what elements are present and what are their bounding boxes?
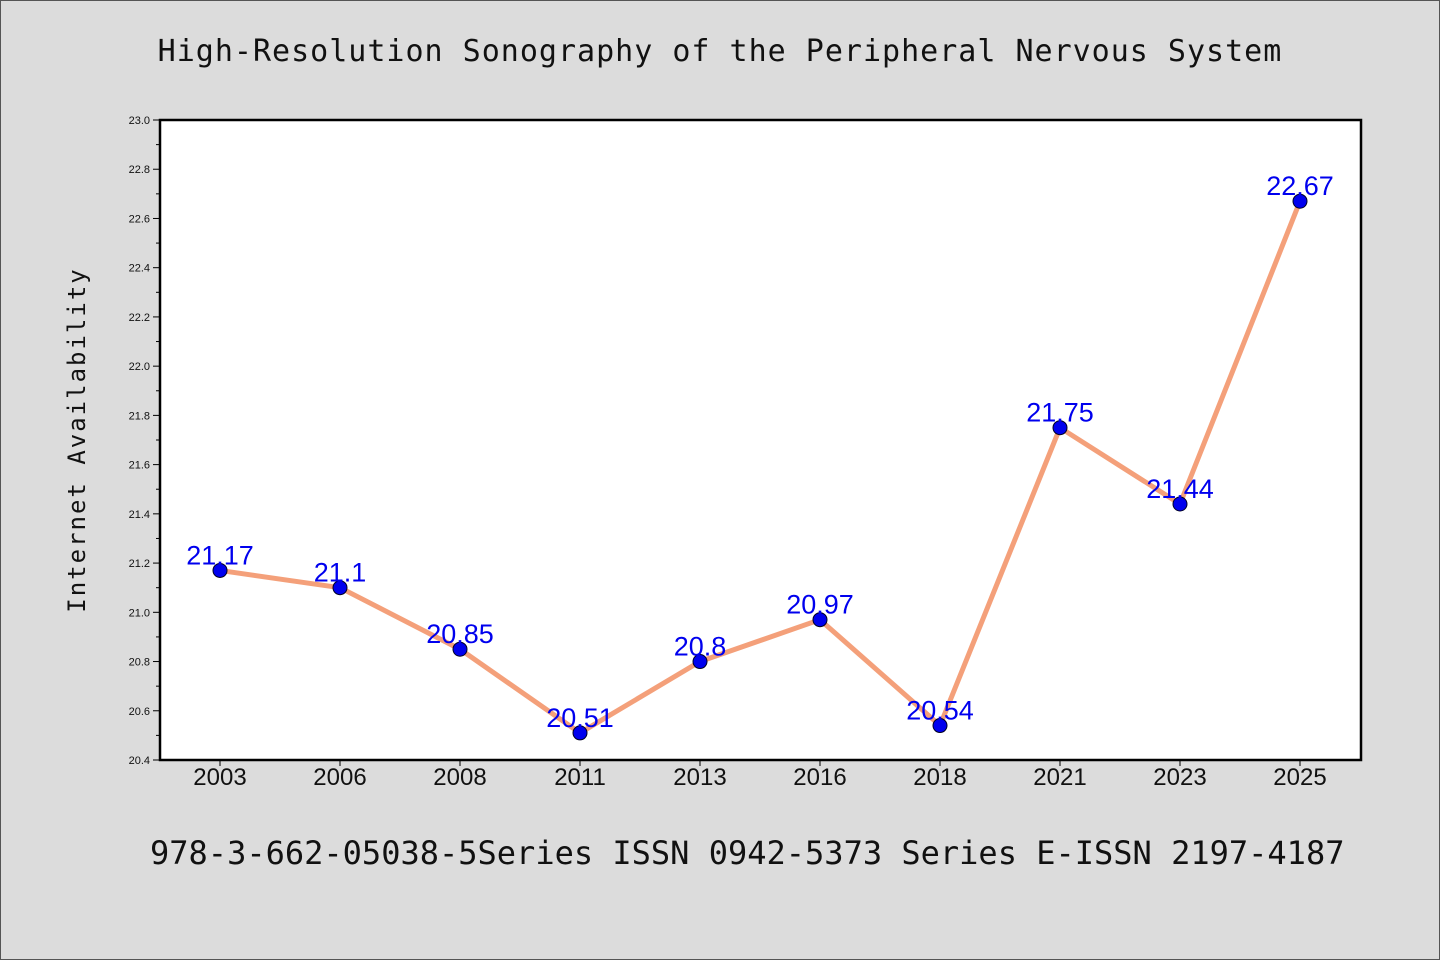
y-tick-label: 21.4 [129, 509, 150, 521]
data-label: 21.1 [314, 558, 367, 588]
data-point [1172, 496, 1188, 512]
y-tick-label: 22.8 [129, 164, 150, 176]
x-tick-label: 2006 [313, 764, 366, 791]
y-tick-label: 22.6 [129, 213, 150, 225]
y-tick-label: 21.8 [129, 410, 150, 422]
x-tick-label: 2018 [913, 764, 966, 791]
y-tick-label: 20.4 [129, 755, 150, 767]
data-point [452, 641, 468, 657]
x-tick-label: 2011 [554, 764, 606, 791]
data-label: 22.67 [1266, 171, 1334, 201]
y-tick-label: 20.8 [129, 657, 150, 669]
x-tick-label: 2013 [673, 764, 726, 791]
series-line [217, 198, 1303, 736]
footer-isbn-text: 978-3-662-05038-5Series ISSN 0942-5373 S… [150, 834, 1345, 872]
chart-title: High-Resolution Sonography of the Periph… [157, 34, 1283, 69]
y-tick-label: 20.6 [129, 706, 150, 718]
data-label: 20.85 [426, 619, 494, 649]
data-label: 20.54 [906, 696, 974, 726]
y-tick-label: 22.4 [129, 263, 150, 275]
y-tick-label: 21.6 [129, 460, 150, 472]
data-point [692, 654, 708, 670]
data-point [332, 580, 348, 596]
data-point [932, 718, 948, 734]
data-point [1052, 420, 1068, 436]
y-tick-label: 22.0 [129, 361, 150, 373]
data-point [572, 725, 588, 741]
data-point [812, 612, 828, 628]
y-axis-label: Internet Availability [63, 267, 91, 612]
x-tick-label: 2003 [193, 764, 246, 791]
x-tick-label: 2016 [793, 764, 846, 791]
x-tick-label: 2021 [1033, 764, 1086, 791]
x-tick-label: 2023 [1153, 764, 1206, 791]
data-point [1292, 193, 1308, 209]
data-label: 21.44 [1146, 474, 1214, 504]
data-label: 20.97 [786, 590, 854, 620]
data-label: 21.75 [1026, 398, 1094, 428]
x-tick-label: 2025 [1273, 764, 1326, 791]
data-label: 21.17 [186, 540, 254, 570]
data-label: 20.51 [546, 703, 614, 733]
y-tick-label: 21.0 [129, 607, 150, 619]
data-point [212, 562, 228, 578]
y-tick-label: 22.2 [129, 312, 150, 324]
data-label: 20.8 [674, 632, 727, 662]
plot-area [158, 118, 1363, 762]
y-tick-label: 21.2 [129, 558, 150, 570]
y-tick-label: 23.0 [129, 115, 150, 127]
x-tick-label: 2008 [433, 764, 486, 791]
